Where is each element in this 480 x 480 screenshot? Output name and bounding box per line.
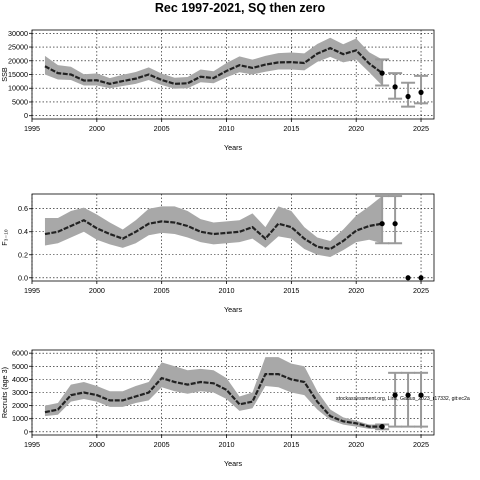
- x-tick-label: 2010: [219, 286, 235, 295]
- x-tick-label: 1995: [24, 440, 40, 449]
- x-tick-label: 2000: [89, 440, 105, 449]
- y-axis-label: F₃₋₁₀: [0, 229, 9, 246]
- y-tick-label: 15000: [8, 70, 28, 79]
- y-tick-label: 4000: [12, 375, 28, 384]
- y-tick-label: 0: [24, 111, 28, 120]
- forecast-point: [379, 424, 385, 430]
- y-axis-label: SSB: [0, 67, 9, 82]
- forecast-point: [405, 392, 411, 398]
- run-annotation: stockassessment.org, Liris, Gadus_2023_r…: [336, 396, 470, 402]
- y-tick-label: 6000: [12, 349, 28, 358]
- x-tick-label: 2015: [283, 286, 299, 295]
- figure-title: Rec 1997-2021, SQ then zero: [155, 1, 326, 15]
- recruits-panel: 1995 2000 2005 2010 2015 2020 2025 0 1000 2000 300…: [0, 349, 435, 468]
- x-tick-label: 2025: [413, 124, 429, 133]
- y-tick-label: 20000: [8, 56, 28, 65]
- x-tick-label: 2005: [154, 286, 170, 295]
- forecast-point: [379, 70, 385, 76]
- y-tick-label: 30000: [8, 29, 28, 38]
- y-tick-label: 0.0: [18, 273, 28, 282]
- x-tick-label: 2005: [154, 440, 170, 449]
- y-tick-label: 0.6: [18, 204, 28, 213]
- confidence-band: [44, 37, 383, 89]
- forecast-point: [392, 392, 398, 398]
- forecast-point: [392, 221, 398, 227]
- y-tick-label: 25000: [8, 43, 28, 52]
- y-tick-label: 5000: [12, 97, 28, 106]
- confidence-band: [44, 196, 383, 258]
- x-tick-label: 2010: [219, 440, 235, 449]
- x-tick-label: 2025: [413, 286, 429, 295]
- x-tick-label: 2000: [89, 124, 105, 133]
- y-tick-label: 0.2: [18, 250, 28, 259]
- x-axis-label: Years: [224, 459, 243, 468]
- y-tick-label: 0.4: [18, 227, 28, 236]
- x-tick-label: 2015: [283, 124, 299, 133]
- y-tick-label: 0: [24, 427, 28, 436]
- forecast-point: [379, 221, 385, 227]
- x-tick-label: 2020: [348, 440, 364, 449]
- x-tick-label: 2020: [348, 286, 364, 295]
- x-tick-label: 2010: [219, 124, 235, 133]
- confidence-band: [44, 357, 383, 430]
- y-tick-label: 10000: [8, 84, 28, 93]
- x-tick-label: 2020: [348, 124, 364, 133]
- x-tick-label: 2005: [154, 124, 170, 133]
- x-tick-label: 2015: [283, 440, 299, 449]
- x-tick-label: 2000: [89, 286, 105, 295]
- x-axis-label: Years: [224, 305, 243, 314]
- estimate-line: [44, 46, 383, 85]
- y-tick-label: 2000: [12, 401, 28, 410]
- fishing-mortality-panel: 1995 2000 2005 2010 2015 2020 2025 0.0 0.2 0.4 0.6…: [0, 193, 435, 314]
- estimate-line: [44, 373, 383, 428]
- x-axis-label: Years: [224, 143, 243, 152]
- x-tick-label: 1995: [24, 124, 40, 133]
- y-tick-label: 3000: [12, 388, 28, 397]
- y-axis-label: Recruits (age 3): [0, 367, 9, 418]
- ssb-panel: 1995 2000 2005 2010 2015 2020 2025 0 5000 10000 15…: [0, 29, 435, 152]
- y-tick-label: 1000: [12, 414, 28, 423]
- x-tick-label: 1995: [24, 286, 40, 295]
- forecast-point: [392, 84, 398, 90]
- y-tick-label: 5000: [12, 362, 28, 371]
- x-tick-label: 2025: [413, 440, 429, 449]
- forecast-point: [418, 392, 424, 398]
- estimate-line: [44, 218, 383, 251]
- forecast-point: [405, 275, 411, 281]
- forecast-point: [405, 93, 411, 100]
- forecast-point: [418, 89, 424, 95]
- forecast-point: [418, 275, 424, 281]
